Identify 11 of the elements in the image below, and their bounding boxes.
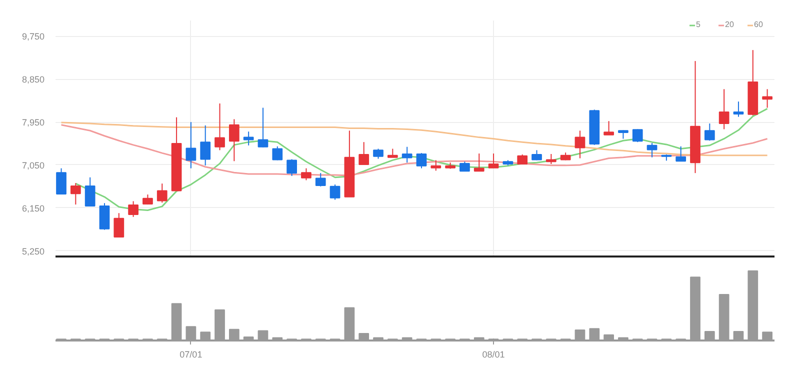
legend-label: 5 xyxy=(696,20,702,29)
legend-label: 60 xyxy=(754,20,764,29)
y-tick-label: 8,850 xyxy=(22,74,45,85)
legend-label: 20 xyxy=(725,20,735,29)
y-tick-label: 6,150 xyxy=(22,203,45,214)
y-tick-label: 7,950 xyxy=(22,118,45,128)
y-tick-label: 5,250 xyxy=(22,246,45,256)
x-tick-label: 07/01 xyxy=(180,350,202,360)
x-tick-label: 08/01 xyxy=(482,350,505,360)
y-tick-label: 7,050 xyxy=(22,160,45,170)
y-tick-label: 9,750 xyxy=(22,32,45,42)
